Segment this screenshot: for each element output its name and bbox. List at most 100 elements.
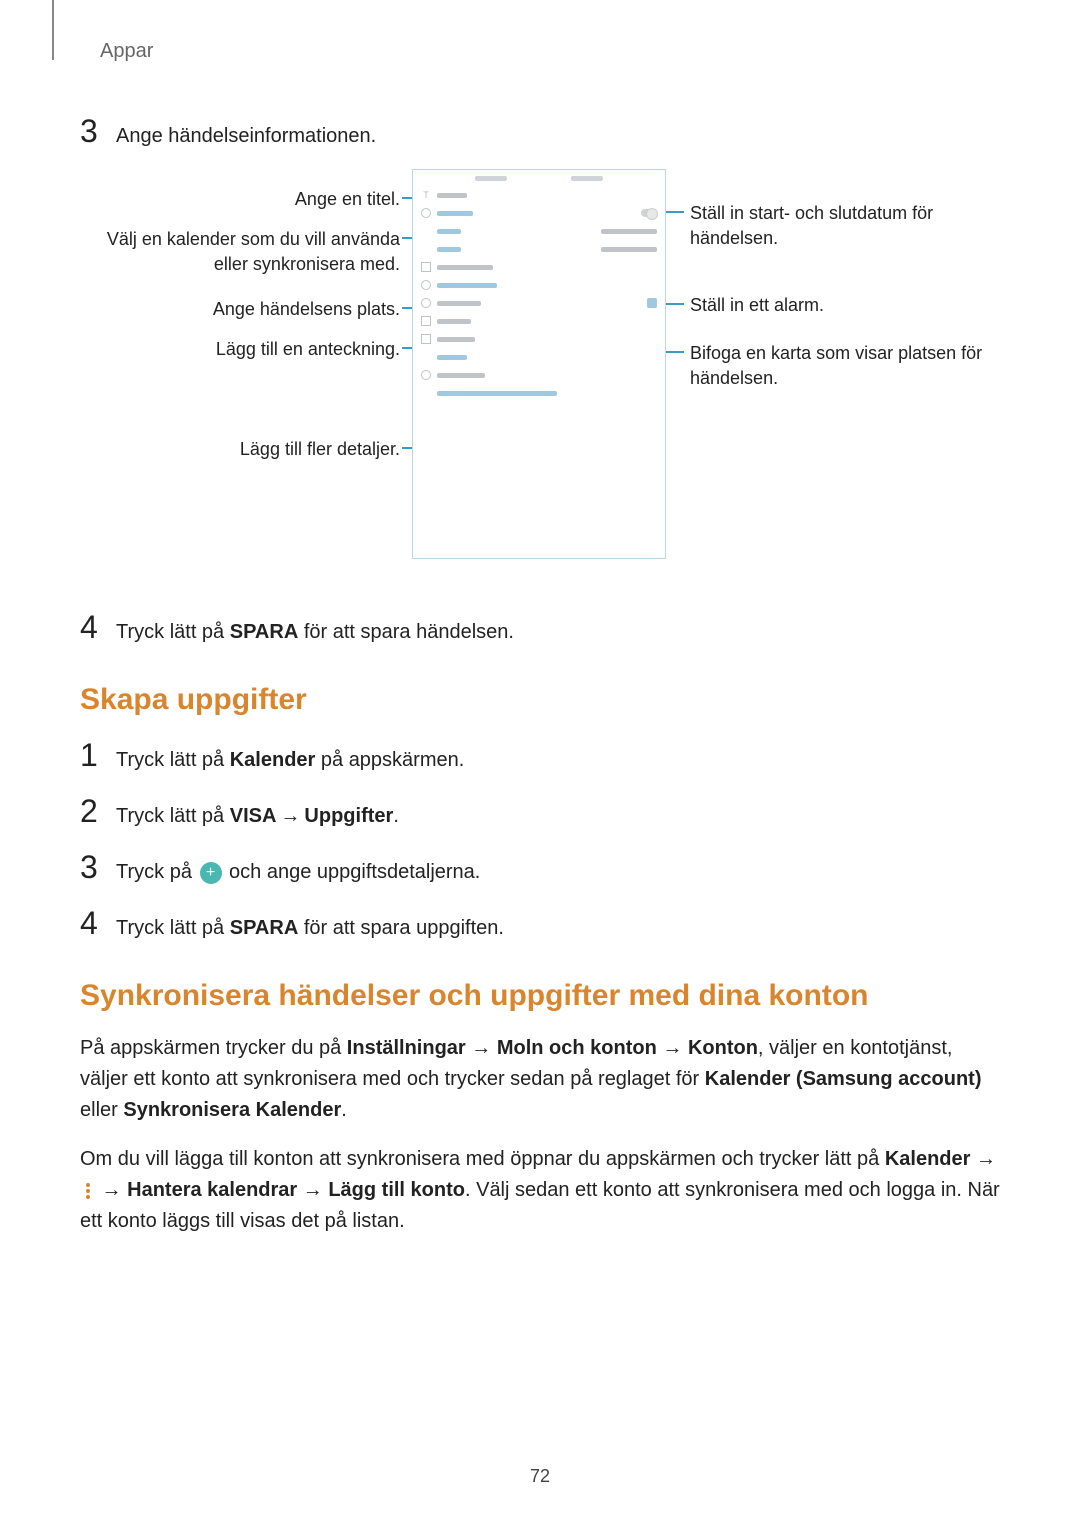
map-badge-icon: [647, 298, 657, 308]
text-bold: Kalender: [885, 1148, 971, 1170]
blur-text: [437, 301, 481, 306]
task-step-3: 3 Tryck på + och ange uppgiftsdetaljerna…: [80, 849, 1000, 887]
more-dots-icon: [86, 1183, 90, 1199]
arrow-icon: →: [96, 1179, 127, 1201]
page-content: Appar 3 Ange händelseinformationen. Ange…: [0, 0, 1080, 1237]
arrow-icon: →: [280, 805, 300, 827]
callout-location: Ange händelsens plats.: [80, 297, 400, 322]
text-bold: Kalender (Samsung account): [705, 1068, 982, 1090]
step-text: Tryck lätt på Kalender på appskärmen.: [116, 745, 464, 775]
text-bold: Kalender: [230, 749, 316, 771]
blur-text: [601, 247, 657, 252]
callout-dates: Ställ in start- och slutdatum för händel…: [690, 201, 990, 251]
plus-icon: +: [200, 862, 222, 884]
text: eller: [80, 1099, 123, 1121]
callout-calendar: Välj en kalender som du vill använda ell…: [80, 227, 400, 277]
text-post: för att spara händelsen.: [298, 621, 514, 643]
text-bold: Konton: [688, 1037, 758, 1059]
blur-text: [571, 176, 603, 181]
step-text: Tryck lätt på SPARA för att spara händel…: [116, 617, 514, 647]
bell-icon: [421, 280, 431, 290]
phone-mockup: T: [412, 169, 666, 559]
mockup-allday-row: [413, 204, 665, 222]
step-text: Tryck på + och ange uppgiftsdetaljerna.: [116, 857, 480, 887]
pin-icon: [421, 298, 431, 308]
text: .: [341, 1099, 347, 1121]
step-number: 3: [80, 849, 116, 886]
text-bold: Lägg till konto: [328, 1179, 465, 1201]
arrow-icon: →: [970, 1148, 996, 1170]
blur-text: [437, 337, 475, 342]
blur-text: [437, 229, 461, 234]
callout-title: Ange en titel.: [80, 187, 400, 212]
blur-text: [437, 265, 493, 270]
text-bold: SPARA: [230, 917, 299, 939]
sync-paragraph-2: Om du vill lägga till konton att synkron…: [80, 1144, 1000, 1237]
callout-details: Lägg till fler detaljer.: [80, 437, 400, 462]
mockup-repeat-row: [413, 330, 665, 348]
text-icon: T: [421, 190, 431, 200]
blur-text: [475, 176, 507, 181]
text: På appskärmen trycker du på: [80, 1037, 347, 1059]
annotated-screenshot-diagram: Ange en titel. Välj en kalender som du v…: [80, 169, 1000, 579]
mockup-title-row: T: [413, 186, 665, 204]
connector-line: [666, 211, 684, 213]
mockup-timezone-sub: [413, 384, 665, 402]
mockup-reminder-row: [413, 276, 665, 294]
blur-text: [437, 283, 497, 288]
mockup-start-row: [413, 222, 665, 240]
text-pre: Tryck lätt på: [116, 917, 230, 939]
step-number: 4: [80, 609, 116, 646]
arrow-icon: →: [297, 1179, 328, 1201]
step-number: 2: [80, 793, 116, 830]
text-bold: SPARA: [230, 621, 299, 643]
globe-icon: [421, 370, 431, 380]
text-pre: Tryck lätt på: [116, 621, 230, 643]
blur-text: [437, 319, 471, 324]
blur-text: [437, 211, 473, 216]
mockup-topbar: [413, 170, 665, 186]
heading-create-tasks: Skapa uppgifter: [80, 683, 1000, 717]
text-pre: Tryck på: [116, 861, 198, 883]
step-4a: 4 Tryck lätt på SPARA för att spara händ…: [80, 609, 1000, 647]
text-post: .: [393, 805, 399, 827]
note-icon: [421, 316, 431, 326]
sync-paragraph-1: På appskärmen trycker du på Inställninga…: [80, 1033, 1000, 1126]
blur-text: [437, 193, 467, 198]
text-bold: Synkronisera Kalender: [123, 1099, 341, 1121]
text-bold: Uppgifter: [304, 805, 393, 827]
page-number: 72: [0, 1466, 1080, 1487]
task-step-2: 2 Tryck lätt på VISA→Uppgifter.: [80, 793, 1000, 831]
mockup-timezone-row: [413, 366, 665, 384]
text: Om du vill lägga till konton att synkron…: [80, 1148, 885, 1170]
left-margin-line: [52, 0, 54, 60]
blur-text: [437, 373, 485, 378]
text-pre: Tryck lätt på: [116, 749, 230, 771]
step-number: 3: [80, 113, 116, 150]
callout-note: Lägg till en anteckning.: [80, 337, 400, 362]
step-text: Tryck lätt på VISA→Uppgifter.: [116, 801, 399, 831]
text-bold: Moln och konton: [497, 1037, 657, 1059]
step-3: 3 Ange händelseinformationen.: [80, 113, 1000, 151]
step-number: 1: [80, 737, 116, 774]
mockup-calendar-row: [413, 258, 665, 276]
task-step-1: 1 Tryck lätt på Kalender på appskärmen.: [80, 737, 1000, 775]
text-post: och ange uppgiftsdetaljerna.: [224, 861, 481, 883]
repeat-icon: [421, 334, 431, 344]
mockup-location-row: [413, 294, 665, 312]
task-step-4: 4 Tryck lätt på SPARA för att spara uppg…: [80, 905, 1000, 943]
text-pre: Tryck lätt på: [116, 805, 230, 827]
connector-line: [666, 303, 684, 305]
connector-line: [666, 351, 684, 353]
step-number: 4: [80, 905, 116, 942]
text-bold: Hantera kalendrar: [127, 1179, 297, 1201]
clock-icon: [421, 208, 431, 218]
text-post: för att spara uppgiften.: [298, 917, 504, 939]
arrow-icon: →: [466, 1037, 497, 1059]
blur-text: [437, 247, 461, 252]
text-bold: Inställningar: [347, 1037, 466, 1059]
blur-text: [601, 229, 657, 234]
callout-alarm: Ställ in ett alarm.: [690, 293, 990, 318]
mockup-end-row: [413, 240, 665, 258]
toggle-icon: [641, 209, 657, 217]
